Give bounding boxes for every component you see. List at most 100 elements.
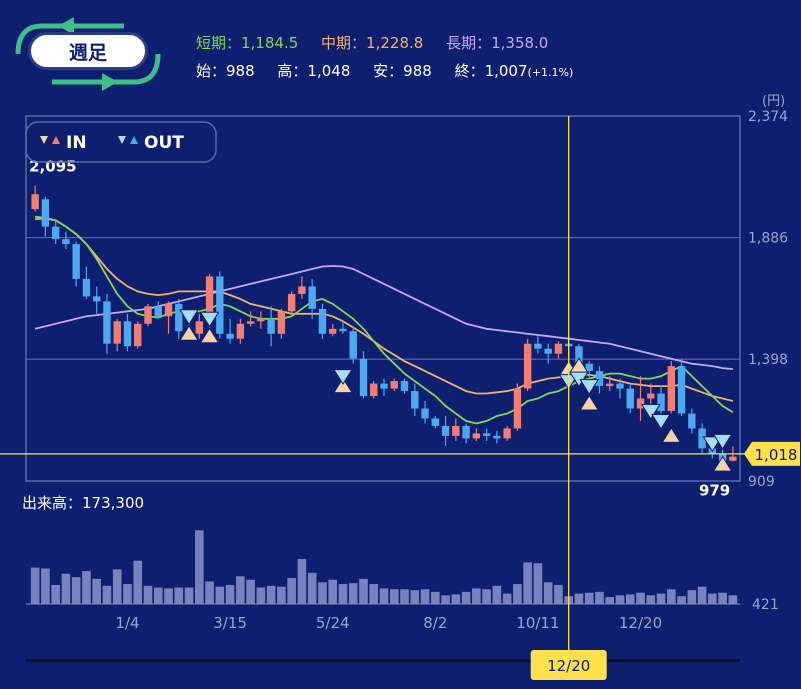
candle: [226, 318, 234, 344]
crosshair-date-tag: [530, 650, 607, 680]
candle: [421, 401, 429, 424]
candle: [493, 430, 501, 444]
in-signal-marker: [579, 394, 600, 411]
candle-body: [626, 388, 634, 409]
volume-bar: [133, 560, 143, 604]
candle-body: [72, 244, 80, 279]
volume-bar: [451, 594, 461, 604]
candle-body: [236, 323, 245, 339]
candle-body: [698, 428, 706, 449]
candle-body: [503, 428, 511, 439]
candle-body: [523, 343, 532, 389]
volume-bar: [92, 578, 102, 604]
volume-bar: [615, 595, 625, 604]
volume-bar: [482, 589, 491, 604]
candle-body: [339, 328, 347, 332]
volume-bar: [461, 591, 471, 604]
in-signal-marker: [199, 327, 220, 344]
candle-body: [411, 391, 419, 409]
candle-body: [647, 393, 655, 399]
candle-body: [667, 366, 675, 411]
x-tick-label: 10/11: [516, 614, 559, 632]
volume-bar: [359, 578, 368, 604]
candle: [164, 301, 173, 334]
volume-bar: [574, 593, 584, 604]
candle: [195, 313, 203, 339]
candle-body: [113, 321, 121, 344]
volume-bar: [625, 594, 635, 604]
period-button[interactable]: 週足: [28, 32, 148, 70]
x-tick-label: 1/4: [115, 614, 139, 632]
candle-body: [431, 418, 439, 426]
volume-bar: [184, 587, 194, 604]
volume-bar: [82, 571, 91, 604]
period-toggle[interactable]: 週足: [12, 14, 164, 94]
candle: [31, 185, 39, 212]
volume-bar: [30, 567, 40, 604]
candle: [544, 343, 552, 364]
out-signal-marker: [199, 311, 220, 328]
candle-body: [93, 296, 101, 302]
candle-body: [257, 318, 265, 322]
ma-mid-value: 中期：1,228.8: [321, 34, 424, 52]
candle-body: [729, 456, 737, 461]
candle-body: [421, 408, 429, 419]
candle: [441, 415, 450, 446]
candle: [380, 378, 388, 397]
out-legend-label: OUT: [144, 133, 184, 153]
refresh-arrows-icon: [15, 17, 161, 91]
candle-body: [482, 433, 491, 436]
y-tick-label: 1,398: [748, 352, 788, 368]
candle-body: [216, 276, 224, 334]
candle-body: [359, 358, 368, 397]
candle: [585, 361, 593, 379]
ohlc-summary: 始：988 高：1,048 安：988 終：1,007(+1.1%): [196, 60, 591, 81]
candle: [41, 196, 50, 237]
volume-bar: [174, 587, 184, 604]
volume-bar: [102, 585, 112, 604]
candle: [472, 428, 481, 441]
in-signal-marker: [661, 427, 682, 443]
candle: [482, 428, 491, 441]
candle-body: [318, 308, 327, 334]
y-tick-label: 2,374: [748, 109, 788, 125]
candle-body: [677, 366, 686, 414]
volume-bar: [410, 590, 420, 604]
candle: [503, 425, 511, 441]
volume-bar: [153, 587, 163, 604]
candle-body: [462, 425, 470, 439]
crosshair-date-label: 12/20: [547, 657, 590, 675]
volume-bar: [543, 582, 553, 604]
signal-legend[interactable]: IN OUT: [25, 121, 217, 163]
volume-bar: [677, 596, 686, 604]
scroll-bar[interactable]: [26, 659, 740, 662]
candle: [51, 219, 60, 245]
volume-bar: [123, 584, 132, 604]
volume-bar: [389, 589, 399, 604]
candle-body: [585, 363, 593, 372]
volume-bar: [41, 568, 50, 604]
candle-body: [380, 383, 388, 389]
volume-bar: [369, 584, 379, 604]
volume-bar: [143, 585, 153, 604]
candle: [93, 286, 101, 314]
candle-body: [41, 199, 50, 227]
volume-tick-label: 421: [752, 597, 779, 613]
volume-bar: [297, 558, 307, 604]
candle: [657, 386, 665, 414]
candle: [677, 358, 686, 416]
volume-bar: [554, 584, 563, 604]
candle: [287, 291, 296, 314]
price-panel-frame: [25, 115, 741, 482]
volume-bar: [328, 579, 338, 604]
volume-bar: [656, 593, 666, 604]
candle: [390, 378, 398, 392]
in-legend-icon: [40, 136, 60, 144]
candle: [82, 266, 91, 299]
candle: [554, 341, 563, 359]
out-signal-marker: [640, 403, 661, 420]
candle: [626, 383, 634, 414]
volume-bar: [420, 589, 430, 604]
high-value: 高：1,048: [277, 62, 351, 80]
